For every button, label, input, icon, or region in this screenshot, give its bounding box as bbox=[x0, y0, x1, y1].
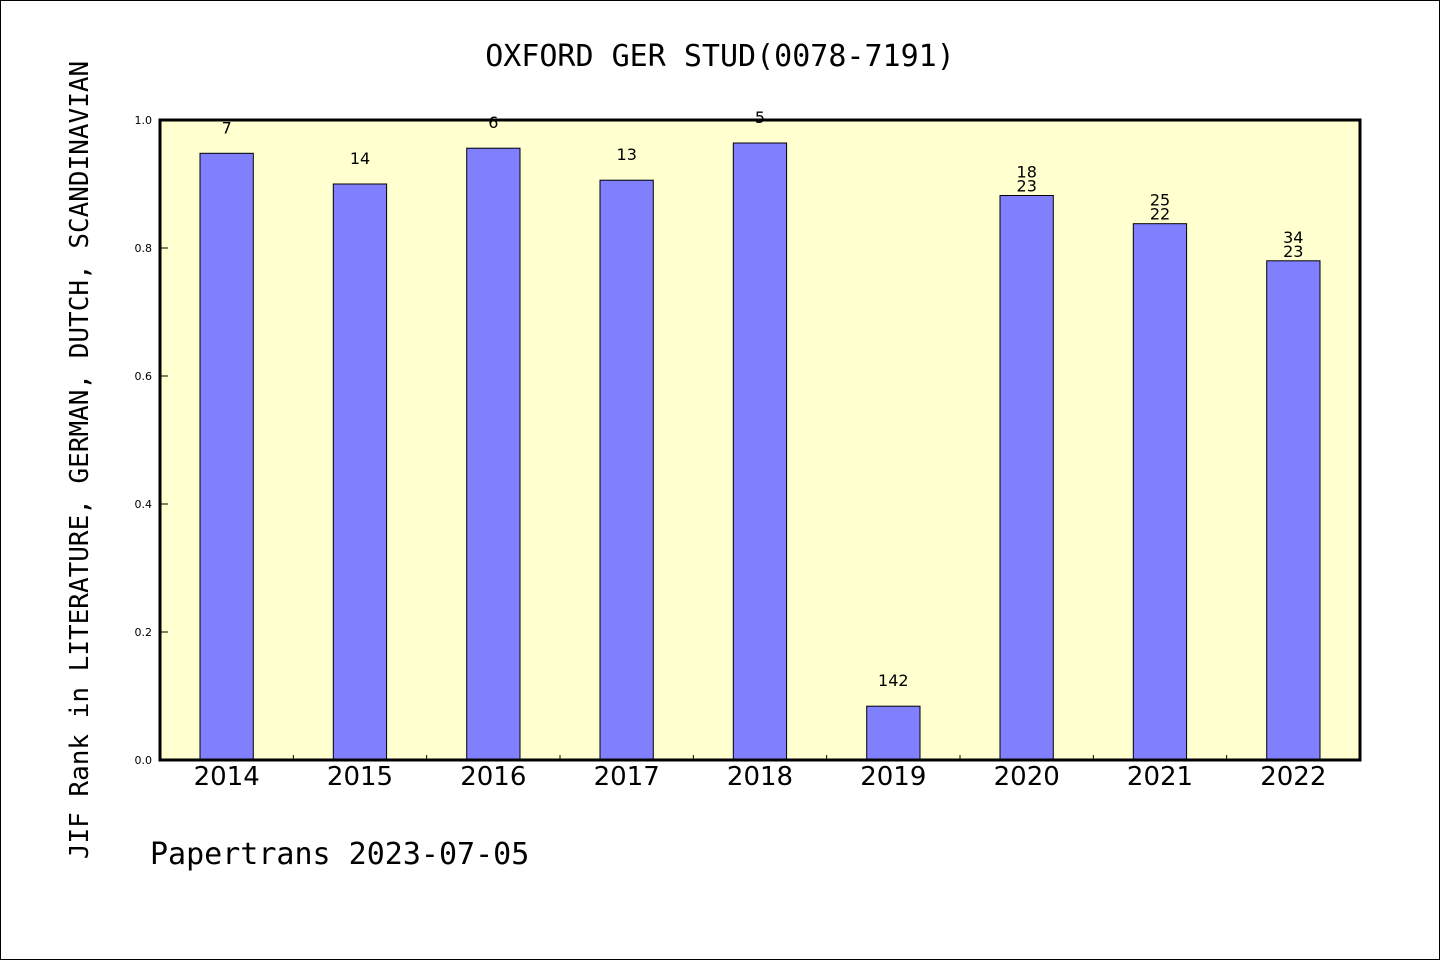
x-tick-label: 2019 bbox=[860, 762, 926, 792]
x-axis: 2014 2015 2016 2017 2018 2019 2020 2021 2022 bbox=[194, 755, 1326, 792]
y-tick-label: 0.6 bbox=[135, 370, 153, 383]
x-tick-label: 2015 bbox=[327, 762, 393, 792]
x-tick-label: 2020 bbox=[994, 762, 1060, 792]
data-label: 14 bbox=[350, 149, 370, 168]
bar-2018 bbox=[732, 142, 788, 761]
bar-2016 bbox=[466, 147, 521, 761]
x-tick-label: 2017 bbox=[594, 762, 660, 792]
bars-group bbox=[199, 142, 1321, 761]
bar-2020 bbox=[999, 195, 1054, 761]
data-label-bottom: 22 bbox=[1150, 205, 1170, 224]
data-label-top: 34 bbox=[1283, 228, 1303, 247]
bar-2021 bbox=[1132, 223, 1188, 761]
data-label: 7 bbox=[222, 118, 232, 137]
bar-2022 bbox=[1266, 260, 1321, 761]
x-tick-label: 2022 bbox=[1260, 762, 1326, 792]
footer-text: Papertrans 2023-07-05 bbox=[150, 837, 529, 872]
y-axis: 0.0 0.2 0.4 0.6 0.8 1.0 bbox=[135, 114, 168, 767]
bar-2017 bbox=[599, 179, 654, 761]
data-label: 142 bbox=[878, 671, 909, 690]
y-tick-label: 0.0 bbox=[135, 754, 153, 767]
y-tick-label: 1.0 bbox=[135, 114, 153, 127]
bar-2014 bbox=[199, 152, 254, 761]
x-tick-label: 2018 bbox=[727, 762, 793, 792]
bar-2019 bbox=[866, 705, 921, 761]
data-label: 6 bbox=[488, 113, 498, 132]
x-tick-label: 2016 bbox=[460, 762, 526, 792]
data-label: 13 bbox=[617, 145, 637, 164]
y-tick-label: 0.2 bbox=[135, 626, 153, 639]
data-label-top: 25 bbox=[1150, 191, 1170, 210]
x-tick-label: 2021 bbox=[1127, 762, 1193, 792]
bar-2015 bbox=[332, 183, 388, 761]
plot-border bbox=[158, 118, 1362, 762]
data-label: 5 bbox=[755, 108, 765, 127]
y-tick-label: 0.8 bbox=[135, 242, 153, 255]
data-label-bottom: 23 bbox=[1283, 242, 1303, 261]
chart-title: OXFORD GER STUD(0078-7191) bbox=[485, 39, 955, 74]
y-tick-label: 0.4 bbox=[135, 498, 153, 511]
y-axis-label: JIF Rank in LITERATURE, GERMAN, DUTCH, S… bbox=[65, 61, 95, 859]
x-tick-label: 2014 bbox=[194, 762, 260, 792]
data-label-top: 18 bbox=[1017, 163, 1037, 182]
data-label-bottom: 23 bbox=[1017, 177, 1037, 196]
